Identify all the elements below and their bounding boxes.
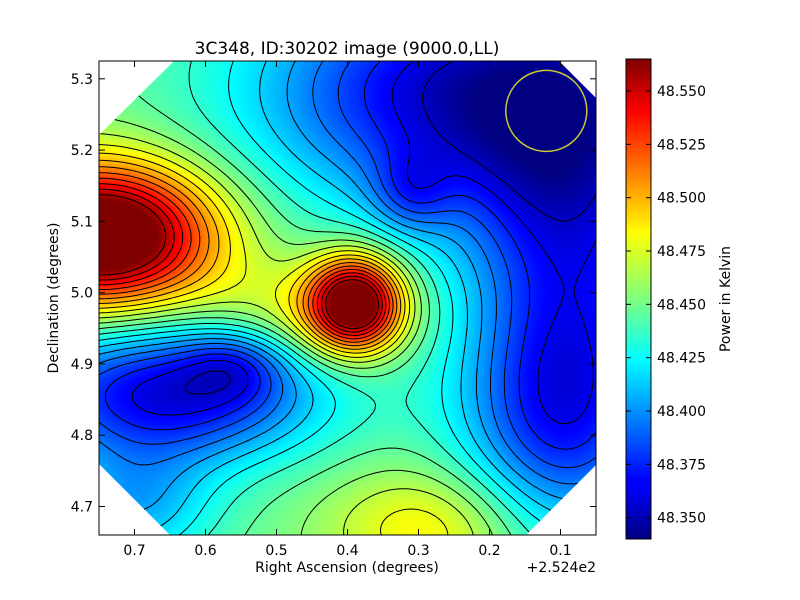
x-tick-label: 0.6 bbox=[194, 543, 216, 559]
x-tick-label: 0.7 bbox=[123, 543, 145, 559]
heatmap-area bbox=[99, 61, 596, 535]
y-axis-label: Declination (degrees) bbox=[46, 223, 62, 374]
contour-line bbox=[99, 172, 394, 343]
beam-circle bbox=[505, 69, 588, 153]
x-axis-label: Right Ascension (degrees) bbox=[255, 560, 439, 576]
y-tick-label: 4.9 bbox=[71, 357, 93, 373]
contour-lines bbox=[99, 61, 596, 535]
contour-line bbox=[99, 144, 449, 535]
contour-line bbox=[99, 61, 596, 469]
colorbar: 48.350 48.375 48.400 48.425 48.450 48.475 48.5… bbox=[625, 58, 734, 540]
y-tick-label: 5.0 bbox=[71, 286, 93, 302]
colorbar-tick-label: 48.450 bbox=[657, 297, 706, 313]
colorbar-tick-label: 48.525 bbox=[657, 137, 706, 153]
x-axis-ticks: 0.7 0.6 0.5 0.4 0.3 0.2 0.1 bbox=[123, 61, 572, 559]
colorbar-tick-label: 48.425 bbox=[657, 351, 706, 367]
x-tick-label: 0.2 bbox=[478, 543, 500, 559]
y-tick-label: 5.2 bbox=[71, 143, 93, 159]
y-axis-ticks: 4.7 4.8 4.9 5.0 5.1 5.2 5.3 bbox=[71, 72, 596, 515]
contour-line bbox=[99, 61, 596, 535]
colorbar-gradient bbox=[625, 58, 652, 540]
colorbar-label: Power in Kelvin bbox=[718, 246, 734, 352]
x-tick-label: 0.4 bbox=[336, 543, 358, 559]
colorbar-tick-label: 48.350 bbox=[657, 511, 706, 527]
contour-line bbox=[99, 188, 383, 333]
contour-line bbox=[99, 177, 390, 340]
x-tick-label: 0.1 bbox=[549, 543, 571, 559]
colorbar-tick-label: 48.500 bbox=[657, 191, 706, 207]
y-tick-label: 4.7 bbox=[71, 499, 93, 515]
colorbar-tick-label: 48.550 bbox=[657, 84, 706, 100]
x-tick-label: 0.3 bbox=[407, 543, 429, 559]
contour-line bbox=[99, 183, 387, 336]
contour-line bbox=[99, 159, 402, 350]
chart-title: 3C348, ID:30202 image (9000.0,LL) bbox=[195, 39, 500, 59]
colorbar-ticks: 48.350 48.375 48.400 48.425 48.450 48.475 48.5… bbox=[626, 84, 706, 527]
contour-line bbox=[104, 61, 596, 450]
contour-line bbox=[99, 61, 596, 485]
x-axis-offset-label: +2.524e2 bbox=[527, 560, 596, 576]
contour-line bbox=[99, 61, 534, 535]
contour-line bbox=[99, 133, 475, 535]
y-tick-label: 5.1 bbox=[71, 214, 93, 230]
y-tick-label: 4.8 bbox=[71, 428, 93, 444]
colorbar-tick-label: 48.400 bbox=[657, 404, 706, 420]
contour-line bbox=[131, 61, 596, 425]
contour-line bbox=[99, 194, 380, 330]
x-tick-label: 0.5 bbox=[265, 543, 287, 559]
y-tick-label: 5.3 bbox=[71, 72, 93, 88]
contour-line bbox=[99, 152, 406, 354]
heatmap-image bbox=[99, 61, 596, 535]
colorbar-tick-label: 48.475 bbox=[657, 244, 706, 260]
contour-line bbox=[99, 166, 398, 347]
contour-line bbox=[99, 61, 596, 533]
colorbar-tick-label: 48.375 bbox=[657, 457, 706, 473]
